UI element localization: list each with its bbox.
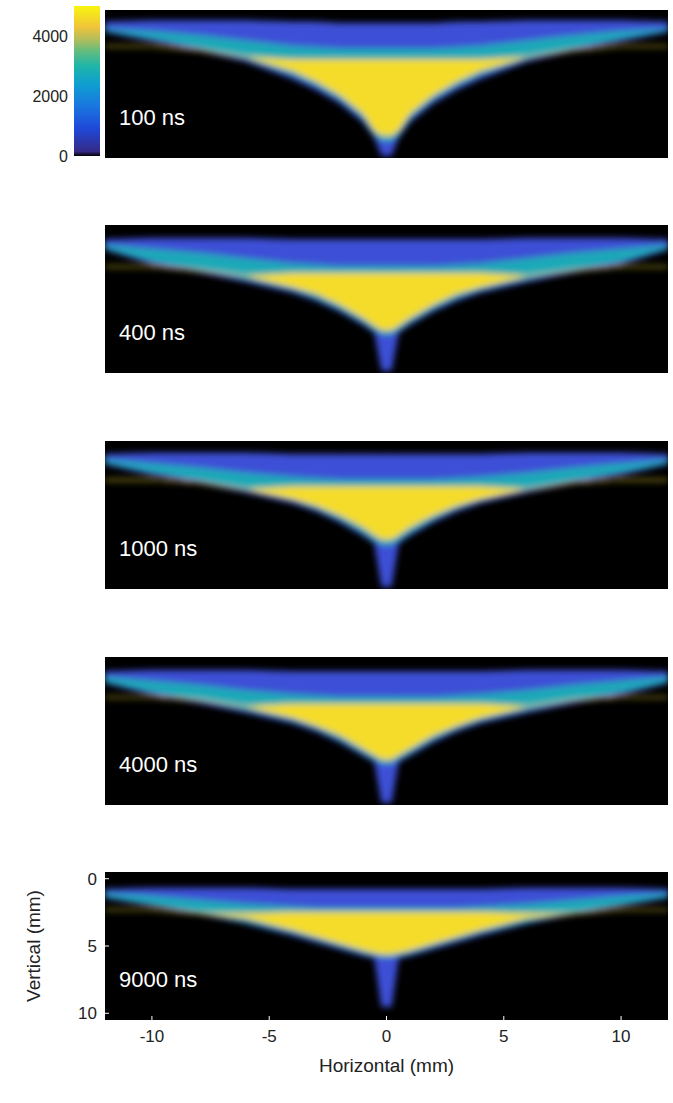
plume xyxy=(105,888,668,1006)
intensity-band xyxy=(105,677,668,763)
time-label: 4000 ns xyxy=(119,752,197,777)
time-label: 400 ns xyxy=(119,320,185,345)
intensity-band xyxy=(105,453,668,586)
y-tick-label: 5 xyxy=(88,937,97,956)
plot-background xyxy=(105,225,668,373)
plume xyxy=(105,453,668,586)
time-label: 9000 ns xyxy=(119,967,197,992)
intensity-band xyxy=(105,697,668,759)
time-label: 1000 ns xyxy=(119,536,197,561)
intensity-band xyxy=(105,480,668,539)
intensity-band xyxy=(105,245,668,334)
plume xyxy=(105,670,668,802)
x-tick-label: -10 xyxy=(140,1027,165,1046)
x-tick-label: 5 xyxy=(499,1027,508,1046)
figure: 100 ns 0 2000 4000 400 ns 1000 ns 4000 ns 9000 … xyxy=(0,0,673,1103)
intensity-band xyxy=(105,238,668,370)
plume xyxy=(105,21,668,156)
x-tick-label: 10 xyxy=(612,1027,631,1046)
colorbar xyxy=(74,6,100,156)
plume-layers xyxy=(105,238,668,370)
intensity-band xyxy=(105,21,668,156)
x-axis-title: Horizontal (mm) xyxy=(319,1055,454,1076)
intensity-band xyxy=(105,29,668,141)
time-label: 100 ns xyxy=(119,105,185,130)
plot-background xyxy=(105,872,668,1020)
x-tick-label: -5 xyxy=(262,1027,277,1046)
panel: 9000 ns -10 -5 0 5 10 0 5 10 Horizontal (mm) Verti… xyxy=(23,870,668,1076)
intensity-band xyxy=(105,894,668,957)
y-tick-label: 0 xyxy=(88,870,97,889)
x-tick xyxy=(269,1016,270,1020)
x-tick xyxy=(503,1016,504,1020)
y-tick xyxy=(105,1013,109,1014)
colorbar-tick-label: 0 xyxy=(59,148,68,165)
x-tick-label: 0 xyxy=(382,1027,391,1046)
panel: 1000 ns xyxy=(105,441,668,589)
y-tick xyxy=(105,946,109,947)
colorbar-tick-label: 2000 xyxy=(32,88,68,105)
plot-background xyxy=(105,10,668,158)
intensity-band xyxy=(105,460,668,545)
panel: 100 ns 0 2000 4000 xyxy=(32,6,668,165)
y-tick xyxy=(105,878,109,879)
plume-layers xyxy=(105,670,668,802)
plot-background xyxy=(105,657,668,805)
plume-layers xyxy=(105,453,668,586)
intensity-band xyxy=(105,267,668,330)
intensity-band xyxy=(105,910,668,954)
intensity-band xyxy=(105,670,668,802)
plot-background xyxy=(105,441,668,589)
y-axis-title: Vertical (mm) xyxy=(23,890,44,1002)
x-tick xyxy=(151,1016,152,1020)
panel: 4000 ns xyxy=(105,657,668,805)
plume xyxy=(105,238,668,370)
x-tick xyxy=(621,1016,622,1020)
panel: 400 ns xyxy=(105,225,668,373)
intensity-band xyxy=(105,46,668,135)
intensity-band xyxy=(105,888,668,1006)
x-tick xyxy=(386,1016,387,1020)
plume-layers xyxy=(105,888,668,1006)
y-tick-label: 10 xyxy=(78,1004,97,1023)
plume-layers xyxy=(105,21,668,156)
colorbar-tick-label: 4000 xyxy=(32,28,68,45)
